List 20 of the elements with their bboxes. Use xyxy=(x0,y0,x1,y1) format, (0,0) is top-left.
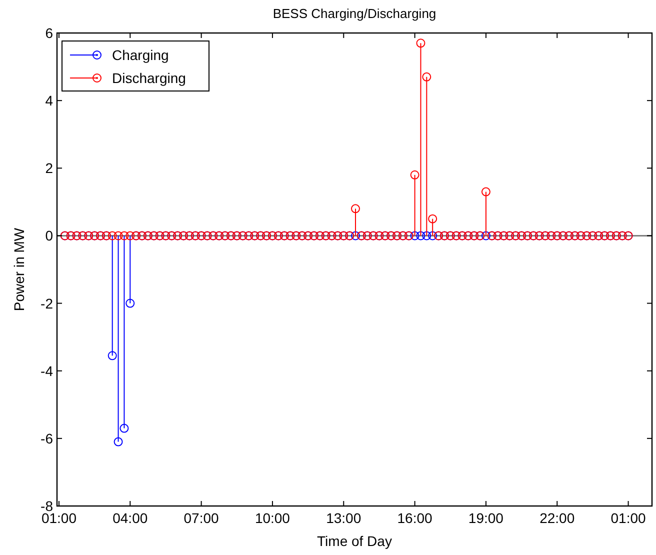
y-tick-label: -2 xyxy=(40,295,54,312)
y-tick-label: 6 xyxy=(45,25,54,41)
y-tick-label: -6 xyxy=(40,430,54,446)
y-tick-label: 2 xyxy=(45,160,54,176)
chart-title: BESS Charging/Discharging xyxy=(272,6,436,21)
y-axis-title: Power in MW xyxy=(11,227,27,312)
x-tick-label: 10:00 xyxy=(254,510,290,526)
x-tick-label: 13:00 xyxy=(326,510,362,526)
legend-label: Discharging xyxy=(112,70,186,86)
x-tick-label: 19:00 xyxy=(468,510,504,526)
legend-label: Charging xyxy=(112,47,169,63)
x-tick-label: 01:00 xyxy=(610,510,646,526)
x-tick-label: 04:00 xyxy=(112,510,148,526)
y-tick-label: -4 xyxy=(40,362,54,379)
x-tick-label: 16:00 xyxy=(397,510,433,526)
y-tick-label: 4 xyxy=(45,92,54,109)
y-tick-label: 0 xyxy=(45,228,54,244)
x-axis-title: Time of Day xyxy=(317,533,392,549)
x-tick-label: 07:00 xyxy=(184,510,220,526)
x-tick-label: 22:00 xyxy=(540,510,575,526)
